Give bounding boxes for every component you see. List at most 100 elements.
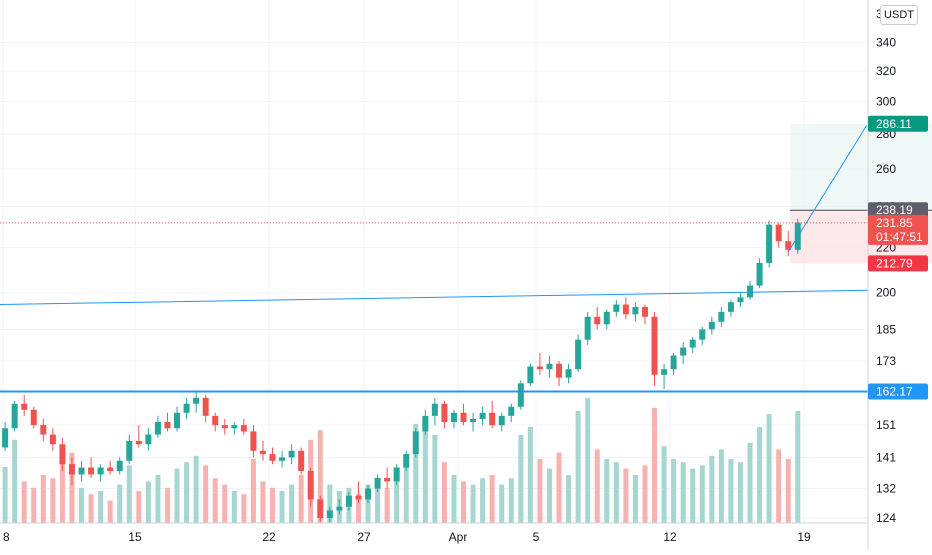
volume-bar	[2, 467, 8, 523]
candle-body	[479, 412, 486, 419]
volume-bar	[661, 446, 667, 523]
candle-body	[584, 316, 591, 340]
candle-body	[231, 425, 238, 429]
volume-bar	[107, 500, 113, 523]
volume-bar	[489, 475, 495, 523]
volume-bar	[79, 487, 85, 523]
candle-body	[183, 403, 190, 413]
trendline[interactable]	[0, 289, 869, 306]
candle-body	[250, 431, 257, 451]
candle-body	[307, 470, 314, 500]
volume-bar	[203, 465, 209, 523]
volume-bar	[222, 484, 228, 523]
target-price-badge-bg	[868, 115, 928, 132]
candle-body	[489, 412, 496, 426]
drawings[interactable]	[0, 125, 869, 393]
x-tick-label: 27	[357, 530, 371, 544]
volume-bar	[556, 452, 562, 523]
volume-bar	[355, 494, 361, 523]
volume-bar	[413, 423, 419, 523]
candle-body	[365, 488, 372, 500]
support-price-badge: 162.17	[876, 384, 913, 398]
volume-bar	[728, 459, 734, 523]
y-tick-label: 200	[876, 286, 896, 300]
candle-body	[68, 464, 75, 475]
volume-bar	[613, 462, 619, 523]
volume-bar	[537, 459, 543, 523]
volume-bar	[69, 452, 75, 523]
position-zones[interactable]	[790, 123, 932, 264]
candle-body	[747, 285, 754, 298]
candle-body	[536, 366, 543, 370]
volume-bar	[184, 462, 190, 523]
candle-body	[766, 224, 773, 263]
volume-bar	[231, 491, 237, 523]
candle-body	[565, 369, 572, 378]
projection-line[interactable]	[787, 125, 867, 253]
candle-body	[88, 467, 95, 475]
volume-bar	[212, 478, 218, 523]
stop-price-badge: 212.79	[876, 256, 913, 270]
candle-body	[116, 460, 123, 471]
volume-bar	[40, 475, 46, 523]
candle-body	[661, 369, 668, 375]
candle-body	[546, 363, 553, 370]
candle-body	[651, 316, 658, 375]
volume-bar	[117, 484, 123, 523]
volume-bar	[766, 414, 772, 523]
candle-body	[193, 397, 200, 404]
volume-bar	[585, 398, 591, 523]
candle-body	[269, 454, 276, 461]
volume-bar	[441, 462, 447, 523]
y-tick-label: 151	[876, 418, 896, 432]
x-tick-label: 22	[262, 530, 276, 544]
candle-body	[641, 306, 648, 317]
candle-body	[2, 428, 9, 448]
profit-zone[interactable]	[790, 123, 932, 211]
volume-bar	[21, 481, 27, 523]
volume-bar	[546, 468, 552, 523]
candle-body	[164, 422, 171, 429]
volume-bar	[480, 478, 486, 523]
stop-price-badge-bg	[868, 255, 928, 272]
candle-body	[21, 403, 28, 410]
candle-body	[403, 454, 410, 468]
volume-bar	[136, 491, 142, 523]
volume-bar	[737, 462, 743, 523]
current-price-badge: 231.85	[876, 216, 913, 230]
volume-bar	[718, 449, 724, 523]
candle-body	[336, 506, 343, 511]
candle-body	[355, 495, 362, 500]
volume-bar	[241, 494, 247, 523]
volume-bar	[632, 475, 638, 523]
candle-body	[393, 467, 400, 482]
volume-bar	[671, 459, 677, 523]
volume-bar	[375, 478, 381, 523]
candle-body	[221, 425, 228, 429]
volume-bar	[508, 478, 514, 523]
candle-body	[30, 409, 37, 426]
volume-bar	[298, 475, 304, 523]
volume-bar	[499, 484, 505, 523]
candle-body	[517, 383, 524, 407]
volume-bar	[98, 491, 104, 523]
current-price-badge-bg	[868, 214, 928, 245]
x-tick-label: 5	[533, 530, 540, 544]
candle-body	[756, 262, 763, 286]
candle-body	[212, 415, 219, 426]
candle-body	[40, 425, 47, 435]
y-tick-label: 132	[876, 482, 896, 496]
candle-body	[603, 311, 610, 325]
candle-body	[326, 510, 333, 518]
currency-button[interactable]: USDT	[880, 5, 918, 25]
candle-body	[78, 467, 85, 475]
volume-bar	[594, 449, 600, 523]
candle-body	[622, 304, 629, 315]
volume-bar	[461, 481, 467, 523]
volume-bar	[432, 435, 438, 523]
candle-body	[384, 477, 391, 482]
y-tick-label: 300	[876, 94, 896, 108]
